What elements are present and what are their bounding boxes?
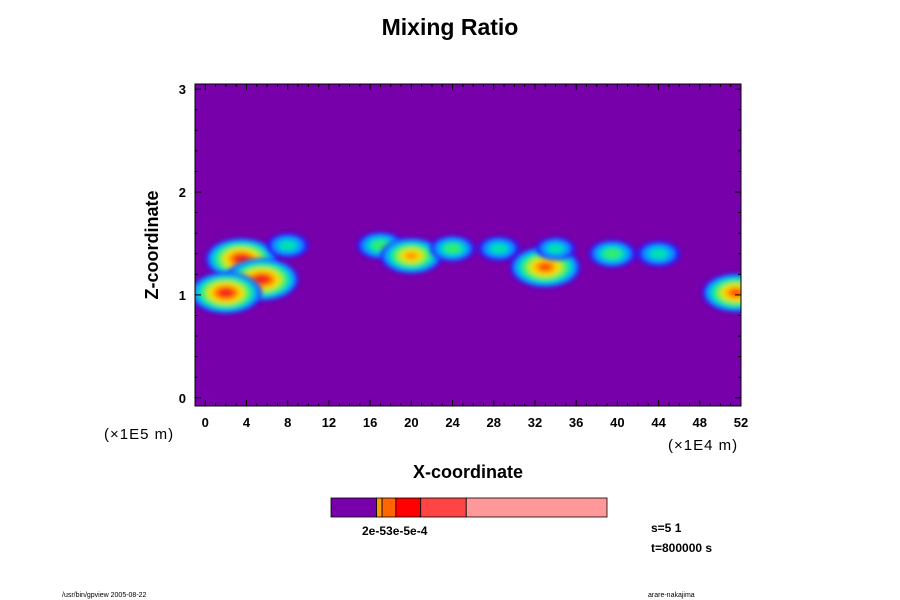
x-tick-label: 36	[569, 415, 583, 430]
y-tick-label: 1	[179, 288, 186, 303]
contour-level	[649, 248, 668, 260]
cloud-feature	[702, 273, 741, 313]
x-scale-note: (×1E4 m)	[668, 437, 738, 454]
cloud-feature	[535, 237, 576, 261]
contour-level	[489, 243, 508, 254]
contour-level	[405, 252, 418, 260]
cloud-feature	[380, 237, 443, 274]
cloud-feature	[195, 271, 262, 314]
contour-level	[547, 243, 565, 254]
colorbar-segment	[376, 497, 383, 518]
y-axis-label: Z-coordinate	[142, 190, 162, 299]
colorbar-segment	[381, 497, 397, 518]
colorbar-segment	[395, 497, 422, 518]
cloud-feature	[588, 240, 636, 268]
colorbar-segment	[465, 497, 608, 518]
x-tick-label: 24	[445, 415, 460, 430]
colorbar	[330, 497, 608, 518]
footer-left: /usr/bin/gpview 2005-08-22	[62, 592, 147, 599]
x-tick-label: 32	[528, 415, 542, 430]
x-tick-label: 0	[202, 415, 209, 430]
contour-level	[256, 276, 268, 283]
x-tick-label: 16	[363, 415, 377, 430]
x-tick-label: 28	[487, 415, 501, 430]
contour-level	[220, 289, 232, 297]
contour-level	[604, 249, 621, 259]
colorbar-segment	[420, 497, 467, 518]
cloud-feature	[477, 236, 520, 261]
x-tick-label: 48	[693, 415, 707, 430]
contour-level	[278, 240, 297, 251]
x-axis-label: X-coordinate	[413, 462, 523, 482]
colorbar-segment	[330, 497, 377, 518]
plot-frame	[194, 83, 742, 407]
chart-title: Mixing Ratio	[381, 14, 519, 40]
y-scale-note: (×1E5 m)	[104, 426, 174, 443]
x-tick-label: 4	[243, 415, 251, 430]
x-tick-label: 8	[284, 415, 291, 430]
footer-right: arare-nakajima	[648, 592, 695, 599]
y-tick-label: 0	[179, 391, 186, 406]
contour-level	[235, 255, 248, 263]
s-label: s=5 1	[651, 521, 682, 535]
cloud-feature	[430, 235, 475, 262]
x-tick-label: 52	[734, 415, 748, 430]
cloud-feature	[266, 233, 309, 258]
y-tick-label: 3	[179, 82, 186, 97]
y-tick-label: 2	[179, 185, 186, 200]
x-tick-label: 44	[651, 415, 666, 430]
x-tick-label: 40	[610, 415, 624, 430]
t-label: t=800000 s	[651, 541, 712, 555]
contour-level	[445, 244, 460, 253]
contour-level	[539, 263, 552, 271]
x-tick-label: 12	[322, 415, 336, 430]
cloud-feature	[636, 241, 681, 267]
colorbar-label: 2e-53e-5e-4	[362, 524, 428, 538]
x-tick-label: 20	[404, 415, 418, 430]
